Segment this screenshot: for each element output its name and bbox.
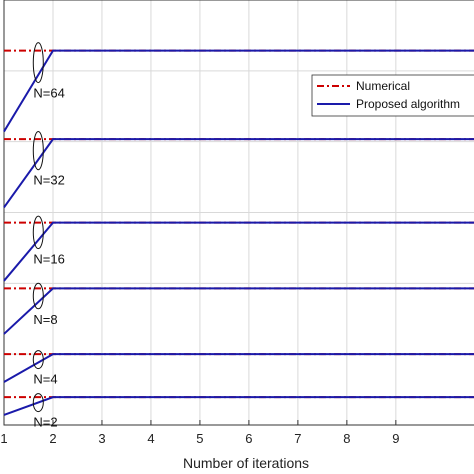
group-label: N=8 <box>33 312 57 327</box>
x-tick-label: 2 <box>49 431 56 446</box>
series-layer <box>3 49 474 416</box>
group-ellipse-marker <box>32 215 44 250</box>
proposed-algorithm-line <box>3 138 474 209</box>
group-ellipse-marker <box>32 130 44 171</box>
x-tick-label: 4 <box>147 431 154 446</box>
x-tick-label: 5 <box>196 431 203 446</box>
proposed-algorithm-line <box>3 49 474 133</box>
x-tick-label: 3 <box>98 431 105 446</box>
legend-box <box>311 74 474 117</box>
x-axis-ticks: 1 2 3 4 5 6 7 8 9 <box>0 420 399 446</box>
x-tick-label: 9 <box>392 431 399 446</box>
proposed-algorithm-line <box>3 353 474 383</box>
plot-area-frame <box>3 0 474 426</box>
legend-numerical-label: Numerical <box>356 79 410 93</box>
annotations: N=64 N=32 N=16 N=8 N=4 N=2 <box>32 42 65 430</box>
group-label: N=64 <box>33 86 64 101</box>
proposed-algorithm-line <box>3 396 474 416</box>
group-label: N=2 <box>33 415 57 430</box>
group-ellipse-marker <box>32 393 44 413</box>
x-tick-label: 7 <box>294 431 301 446</box>
group-label: N=4 <box>33 372 57 387</box>
group-label: N=16 <box>33 252 64 267</box>
group-ellipse-marker <box>32 282 44 310</box>
group-ellipse-marker <box>32 350 44 370</box>
x-tick-label: 1 <box>0 431 7 446</box>
group-label: N=32 <box>33 173 64 188</box>
x-tick-label: 6 <box>245 431 252 446</box>
x-tick-label: 8 <box>343 431 350 446</box>
legend-proposed-label: Proposed algorithm <box>356 97 460 111</box>
proposed-algorithm-line <box>3 221 474 282</box>
proposed-algorithm-line <box>3 287 474 335</box>
legend: Numerical Proposed algorithm <box>311 74 474 117</box>
x-axis-title: Number of iterations <box>183 455 309 471</box>
grid <box>3 0 474 426</box>
group-ellipse-marker <box>32 42 44 84</box>
